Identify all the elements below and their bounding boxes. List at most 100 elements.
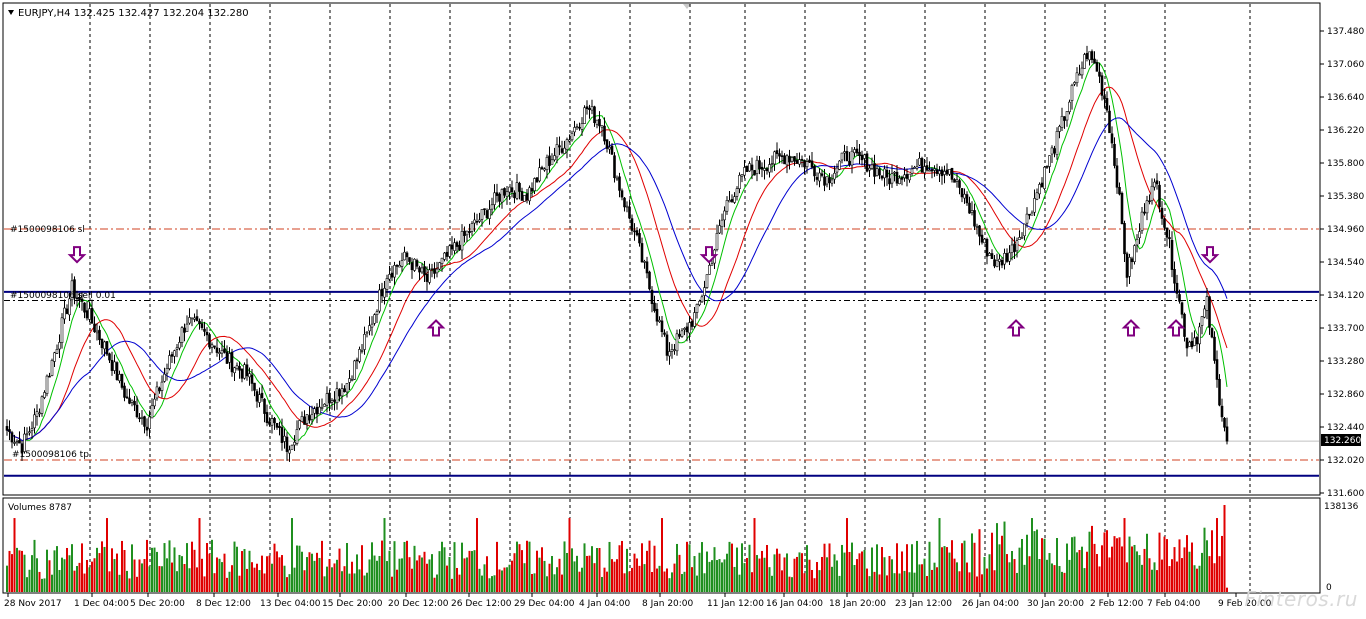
candle-body — [323, 403, 326, 407]
candle-body — [105, 341, 109, 355]
time-axis-label: 4 Jan 04:00 — [579, 599, 631, 609]
volume-bar — [283, 565, 286, 592]
volume-bar — [53, 550, 56, 592]
candle-body — [760, 166, 764, 170]
volume-bar — [288, 574, 291, 592]
candle-body — [703, 287, 706, 296]
price-axis-label: 132.440 — [1327, 423, 1364, 433]
volume-bar — [23, 554, 26, 592]
order-levels[interactable] — [4, 228, 1319, 477]
volume-bar — [933, 562, 936, 592]
volume-bar — [513, 553, 516, 592]
volume-bar — [396, 569, 398, 592]
candle-body — [1148, 200, 1151, 203]
volume-bar — [1226, 587, 1228, 592]
candle-body — [405, 252, 409, 258]
volume-bar — [1113, 536, 1116, 592]
volume-bar — [293, 567, 296, 592]
volume-bar — [1153, 562, 1156, 592]
price-panel[interactable] — [2, 2, 1321, 496]
volume-bar — [706, 551, 708, 592]
triangle-down-icon[interactable] — [8, 10, 14, 15]
volume-bar — [341, 571, 343, 592]
price-axis[interactable]: 137.480 137.060 136.640 136.220 135.800 135.3… — [1320, 27, 1364, 499]
candle-body — [178, 342, 181, 349]
volume-bar — [366, 572, 368, 592]
volume-bar — [361, 545, 363, 592]
candle-body — [570, 132, 574, 141]
candle-body — [1170, 240, 1174, 270]
volume-bar — [688, 544, 691, 592]
volume-bar — [458, 574, 461, 592]
candle-body — [460, 231, 464, 251]
volume-bar — [1006, 554, 1008, 592]
volume-bar — [143, 559, 146, 592]
volume-bar — [988, 554, 991, 592]
volume-bar — [276, 551, 278, 592]
candle-body — [663, 332, 666, 335]
candle-body — [1213, 336, 1216, 361]
volume-bar — [66, 547, 68, 592]
candle-body — [558, 145, 561, 148]
volume-bar — [108, 571, 111, 592]
candle-body — [1083, 54, 1086, 69]
volume-bar — [123, 550, 126, 592]
candle-body — [653, 302, 656, 312]
volume-bar — [496, 541, 498, 592]
volume-bar — [923, 558, 926, 592]
candle-body — [365, 331, 369, 334]
candle-body — [1140, 211, 1144, 232]
volume-bar — [346, 543, 348, 592]
candle-body — [398, 265, 401, 268]
volume-bar — [438, 551, 441, 592]
candle-body — [1210, 328, 1214, 338]
volume-bar — [258, 570, 261, 592]
volume-bar — [106, 518, 108, 592]
volume-bar — [121, 540, 123, 592]
volume-bar — [298, 545, 301, 592]
candle-body — [95, 330, 99, 334]
volume-bar — [1123, 518, 1126, 592]
volume-bar — [378, 555, 381, 592]
volume-bar — [333, 563, 336, 592]
price-axis-label: 134.120 — [1327, 291, 1364, 301]
candle-body — [923, 166, 926, 174]
volume-bar — [336, 559, 338, 592]
candle-body — [265, 412, 269, 423]
candle-body — [940, 169, 944, 177]
candle-body — [965, 194, 969, 204]
candle-body — [170, 354, 174, 357]
time-axis[interactable]: 28 Nov 2017 1 Dec 04:00 5 Dec 20:00 8 Dec 1… — [4, 593, 1272, 609]
volume-bar — [718, 559, 721, 592]
candle-body — [775, 150, 779, 154]
candle-body — [655, 308, 659, 322]
candle-body — [1093, 58, 1096, 64]
candle-body — [730, 199, 734, 202]
candle-body — [118, 374, 121, 381]
volume-bar — [601, 576, 603, 592]
candle-body — [783, 155, 786, 165]
candle-body — [1078, 73, 1081, 76]
candle-body — [1188, 341, 1191, 347]
volume-bar — [38, 571, 41, 592]
candle-body — [970, 210, 974, 213]
candle-body — [210, 344, 214, 348]
candle-body — [815, 177, 819, 180]
candle-body — [43, 392, 46, 398]
candle-body — [958, 180, 961, 188]
candle-body — [483, 208, 486, 210]
candle-body — [903, 174, 906, 179]
candle-body — [25, 433, 29, 436]
volume-bar — [1033, 531, 1036, 592]
volume-bar — [836, 560, 838, 592]
candle-body — [1125, 253, 1129, 278]
candle-body — [353, 360, 356, 380]
scroll-marker-icon[interactable] — [683, 4, 691, 9]
volume-bar — [1061, 571, 1063, 592]
volume-bar — [883, 557, 886, 592]
volume-bar — [416, 560, 418, 592]
price-axis-label: 136.220 — [1327, 126, 1364, 136]
volume-bar — [373, 555, 376, 592]
volume-bar — [993, 570, 996, 592]
